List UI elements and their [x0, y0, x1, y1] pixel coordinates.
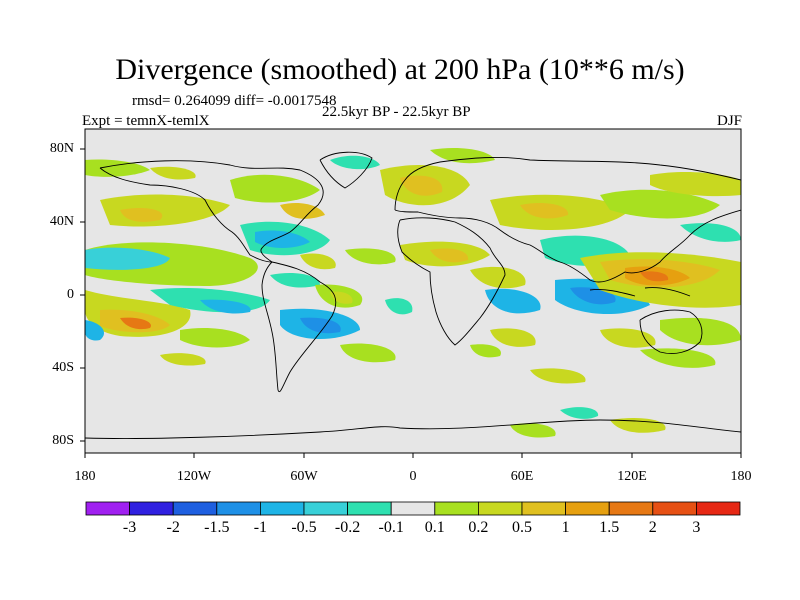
- field-blob: [150, 166, 196, 180]
- colorbar-cell: [390, 501, 436, 516]
- colorbar-cell: [608, 501, 654, 516]
- field-blob: [640, 271, 669, 282]
- colorbar-label: -0.5: [291, 519, 317, 536]
- field-blob: [345, 248, 396, 265]
- field-blob: [255, 230, 310, 248]
- field-blob: [385, 298, 413, 315]
- colorbar-label: 1.5: [599, 519, 620, 536]
- field-blob: [340, 343, 396, 363]
- field-blob: [470, 266, 526, 289]
- colorbar-cell: [347, 501, 392, 516]
- field-blob: [85, 159, 150, 177]
- colorbar-cell: [172, 501, 218, 516]
- field-blob: [530, 368, 586, 384]
- field-blob: [400, 175, 443, 196]
- coastline-greenland: [319, 151, 373, 189]
- colorbar-label: 1: [561, 519, 570, 536]
- contour-fields: [85, 148, 741, 438]
- field-blob: [330, 291, 353, 304]
- colorbar-label: 0.5: [512, 519, 532, 536]
- lat-label-0: 0: [67, 287, 74, 302]
- colorbar-cell: [652, 501, 697, 516]
- field-blob: [470, 344, 501, 358]
- map-title: Divergence (smoothed) at 200 hPa (10**6 …: [115, 53, 685, 86]
- field-blob: [640, 348, 716, 368]
- field-blob: [680, 223, 741, 242]
- field-blob: [560, 407, 599, 419]
- lat-label-40s: 40S: [52, 360, 74, 375]
- field-blob: [200, 299, 251, 314]
- field-blob: [660, 317, 741, 346]
- colorbar-cell: [477, 501, 523, 516]
- lon-label-60e: 60E: [510, 469, 534, 484]
- field-blob: [570, 287, 616, 305]
- field-blob: [270, 273, 320, 288]
- coastlines: [85, 151, 741, 439]
- period-text: 22.5kyr BP - 22.5kyr BP: [322, 104, 471, 120]
- lon-label-120e: 120E: [617, 469, 647, 484]
- field-blob: [490, 328, 536, 347]
- field-blob: [430, 248, 469, 263]
- coastline-australia: [639, 309, 703, 354]
- field-blob: [85, 247, 170, 270]
- coastline-eurasia: [394, 156, 741, 283]
- stats-text: rmsd= 0.264099 diff= -0.0017548: [132, 93, 337, 109]
- coastline-south-america: [261, 261, 337, 392]
- lon-label-0: 0: [409, 469, 417, 484]
- colorbar-label: 2: [648, 519, 657, 536]
- colorbar-label: -2: [166, 519, 180, 536]
- field-blob: [600, 328, 656, 348]
- colorbar-label: -0.2: [334, 519, 361, 536]
- colorbar-cell: [565, 501, 610, 516]
- field-blob: [160, 353, 206, 366]
- field-blob: [300, 253, 336, 270]
- experiment-text: Expt = temnX-temlX: [82, 113, 210, 129]
- coastline-indonesia: [589, 287, 691, 297]
- coastline-antarctica: [85, 419, 741, 439]
- season-label: DJF: [716, 113, 742, 129]
- colorbar-cell: [521, 501, 566, 516]
- field-blob: [600, 189, 720, 219]
- colorbar-cell: [434, 501, 479, 516]
- coastline-north-america: [99, 160, 324, 263]
- lat-label-40n: 40N: [49, 214, 74, 229]
- colorbar-cell: [259, 501, 305, 516]
- colorbar-label: 0.2: [468, 519, 489, 536]
- lat-label-80n: 80N: [49, 141, 74, 156]
- field-blob: [650, 172, 741, 197]
- field-blob: [180, 328, 250, 348]
- field-blob: [120, 317, 151, 330]
- field-blob: [485, 288, 541, 314]
- colorbar-cell: [303, 501, 348, 516]
- field-blob: [120, 208, 163, 222]
- lat-label-80s: 80S: [52, 433, 74, 448]
- colorbar-label: -1.5: [204, 519, 230, 536]
- lon-label-180e: 180: [730, 469, 752, 484]
- colorbar-label: 3: [692, 519, 701, 536]
- colorbar-cell: [216, 501, 261, 516]
- colorbar-cell: [129, 501, 174, 516]
- colorbar-label: 0.1: [424, 519, 445, 536]
- field-blob: [430, 148, 495, 164]
- lon-label-120w: 120W: [176, 469, 212, 484]
- axis-ticks: [80, 148, 742, 458]
- field-blob: [85, 320, 105, 341]
- field-blob: [230, 174, 320, 203]
- colorbar-label: -1: [253, 519, 268, 536]
- field-blob: [330, 155, 380, 170]
- field-blob: [280, 203, 325, 219]
- coastline-africa: [397, 217, 506, 346]
- lon-label-180w: 180: [74, 469, 96, 484]
- colorbar-label: -0.1: [378, 519, 404, 536]
- field-blob: [510, 423, 556, 438]
- field-blob: [300, 317, 341, 334]
- colorbar-label: -3: [122, 519, 137, 536]
- lon-label-60w: 60W: [290, 469, 318, 484]
- colorbar-cell: [85, 501, 130, 516]
- colorbar-cell: [696, 501, 741, 516]
- field-blob: [520, 203, 569, 219]
